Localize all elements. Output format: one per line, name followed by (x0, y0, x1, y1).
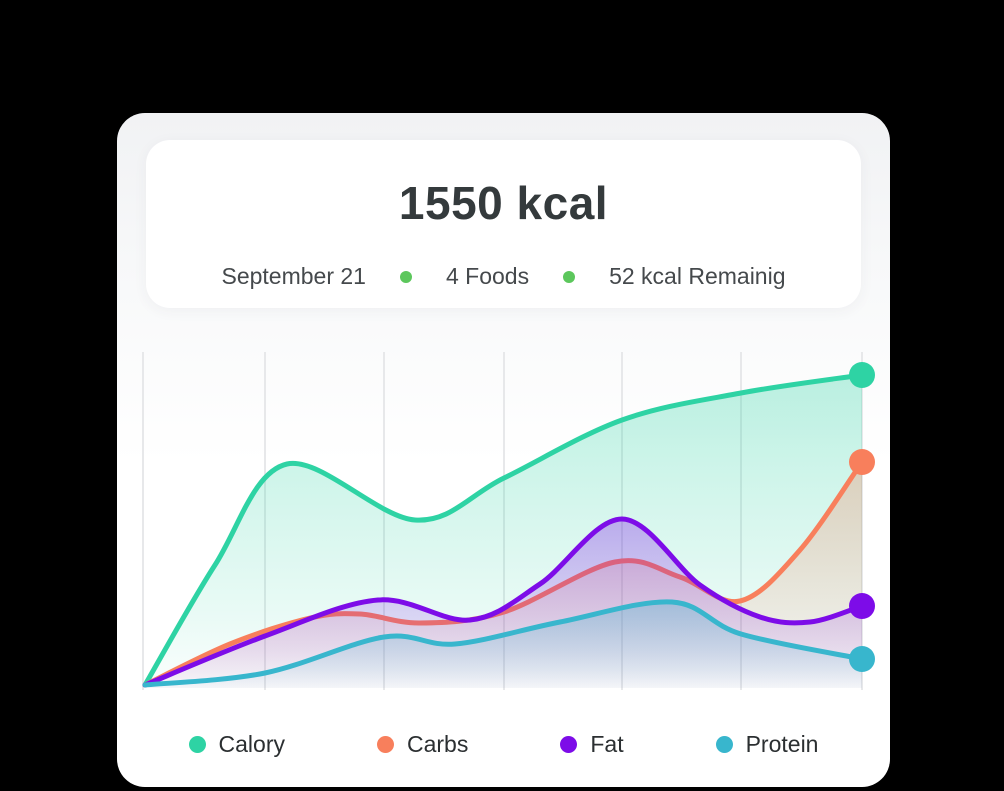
legend-calory-dot-icon (188, 736, 206, 753)
nutrition-summary-card: 1550 kcal September 21 4 Foods 52 kcal R… (117, 113, 890, 787)
kcal-remaining-label: 52 kcal Remainig (609, 263, 786, 289)
series-carbs-endpoint-dot[interactable] (849, 449, 875, 475)
series-protein-line (142, 599, 865, 688)
header-meta-row: September 21 4 Foods 52 kcal Remainig (146, 263, 861, 290)
legend-item-label: Protein (745, 731, 819, 757)
bullet-dot-icon (563, 270, 576, 283)
series-calory-line (142, 372, 865, 688)
legend-fat-dot-icon (560, 736, 578, 753)
legend-item-fat[interactable]: Fat (560, 731, 624, 758)
legend-item-label: Carbs (407, 731, 469, 757)
legend-item-label: Fat (590, 731, 624, 757)
legend-item-carbs[interactable]: Carbs (377, 731, 468, 758)
series-fat-line (142, 516, 865, 688)
legend-protein-dot-icon (715, 736, 733, 753)
series-calory-endpoint-dot[interactable] (849, 362, 875, 388)
legend-item-protein[interactable]: Protein (715, 731, 819, 758)
legend-carbs-dot-icon (377, 736, 394, 753)
legend-item-label: Calory (218, 731, 285, 757)
series-fat-endpoint-dot[interactable] (849, 593, 875, 619)
foods-count-label: 4 Foods (445, 263, 530, 289)
calorie-header-card: 1550 kcal September 21 4 Foods 52 kcal R… (146, 140, 861, 308)
bullet-dot-icon (399, 270, 412, 283)
nutrition-area-chart (142, 352, 875, 690)
series-protein-area (145, 601, 862, 688)
date-label: September 21 (221, 263, 366, 289)
total-kcal-title: 1550 kcal (398, 177, 609, 229)
series-protein-endpoint-dot[interactable] (849, 646, 875, 672)
legend-item-calory[interactable]: Calory (188, 731, 285, 758)
chart-legend: Calory Carbs Fat Protein (117, 731, 890, 758)
